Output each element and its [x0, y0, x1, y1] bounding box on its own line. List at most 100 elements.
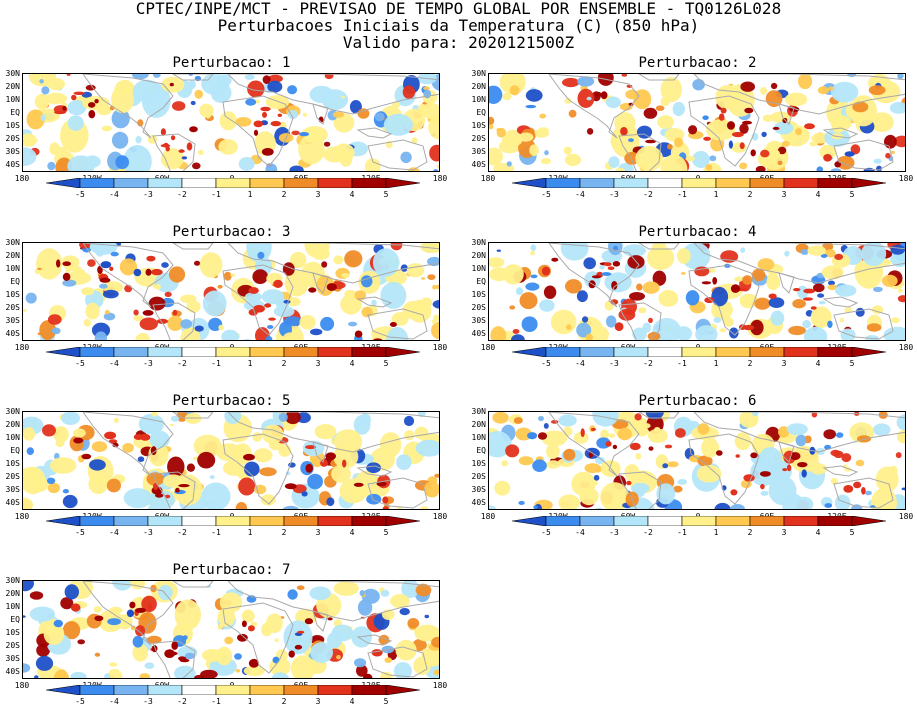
colorbar-tick-label: -2	[643, 528, 653, 537]
perturbation-blob	[200, 669, 218, 678]
perturbation-blob	[155, 283, 161, 290]
perturbation-blob	[241, 609, 255, 623]
coastline	[227, 243, 439, 284]
perturbation-blob	[209, 475, 215, 480]
colorbar-tick-label: 5	[849, 190, 855, 199]
perturbation-blob	[402, 300, 426, 320]
colorbar-tick-label: -5	[541, 359, 551, 368]
perturbation-blob	[680, 272, 686, 275]
perturbation-blob	[629, 292, 645, 301]
perturbation-core	[720, 107, 727, 114]
perturbation-core	[580, 428, 585, 437]
perturbation-core	[718, 113, 725, 121]
perturbation-blob	[865, 490, 872, 496]
perturbation-blob	[429, 144, 439, 162]
longitude-label: 180	[898, 174, 914, 183]
colorbar-tick-label: -5	[75, 190, 85, 199]
perturbation-blob	[697, 423, 710, 435]
colorbar-tick-label: -3	[609, 190, 619, 199]
perturbation-blob	[891, 317, 900, 324]
perturbation-blob	[64, 584, 79, 600]
latitude-label: 40S	[5, 498, 20, 507]
perturbation-blob	[53, 669, 69, 678]
perturbation-blob	[839, 317, 845, 323]
latitude-label: 10S	[5, 628, 20, 637]
perturbation-core	[288, 650, 295, 658]
perturbation-blob	[762, 114, 773, 122]
perturbation-blob	[235, 669, 241, 673]
perturbation-blob	[218, 139, 238, 155]
perturbation-core	[109, 266, 114, 271]
perturbation-blob	[321, 261, 328, 268]
perturbation-blob	[77, 639, 85, 645]
perturbation-core	[99, 277, 111, 283]
latitude-label: 20S	[5, 303, 20, 312]
coastline	[688, 264, 760, 336]
colorbar-segment	[79, 178, 115, 188]
colorbar-segment	[749, 178, 785, 188]
perturbation-blob	[396, 454, 412, 470]
perturbation-blob	[496, 510, 501, 511]
perturbation-core	[371, 649, 383, 657]
perturbation-core	[294, 644, 303, 650]
perturbation-blob	[255, 327, 270, 340]
perturbation-blob	[331, 624, 354, 642]
perturbation-blob	[87, 259, 96, 267]
colorbar-segment	[249, 516, 285, 526]
perturbation-core	[178, 149, 185, 153]
coastline	[227, 412, 439, 453]
perturbation-blob	[111, 131, 129, 149]
coastline	[222, 95, 294, 167]
perturbation-blob	[420, 506, 429, 509]
coastline	[693, 243, 905, 284]
colorbar-over-triangle	[851, 516, 886, 526]
perturbation-blob	[283, 299, 291, 304]
perturbation-core	[389, 322, 397, 327]
perturbation-blob	[786, 423, 808, 436]
perturbation-blob	[247, 80, 265, 98]
colorbar-tick-label: 4	[815, 359, 821, 368]
perturbation-blob	[589, 480, 599, 486]
coastline	[172, 243, 214, 250]
perturbation-blob	[861, 243, 887, 266]
latitude-label: 30N	[5, 576, 20, 585]
perturbation-blob	[308, 129, 324, 138]
perturbation-blob	[583, 257, 596, 270]
perturbation-blob	[301, 491, 308, 497]
perturbation-core	[241, 620, 247, 628]
perturbation-core	[139, 433, 151, 441]
perturbation-blob	[254, 484, 267, 495]
perturbation-blob	[546, 443, 560, 459]
colorbar-segment	[215, 516, 251, 526]
colorbar-segment	[79, 347, 115, 357]
perturbation-core	[739, 142, 745, 150]
perturbation-core	[172, 309, 178, 316]
perturbation-core	[186, 142, 193, 151]
perturbation-blob	[424, 626, 429, 631]
latitude-label: 30S	[471, 485, 486, 494]
latitude-label: 30S	[5, 485, 20, 494]
perturbation-blob	[161, 262, 169, 268]
colorbar-tick-label: -1	[211, 190, 221, 199]
coastline	[222, 433, 294, 505]
perturbation-blob	[216, 646, 233, 666]
perturbation-blob	[543, 285, 557, 299]
colorbar	[512, 178, 886, 188]
colorbar-tick-label: 2	[281, 528, 287, 537]
perturbation-blob	[42, 424, 56, 437]
perturbation-core	[88, 110, 96, 119]
perturbation-blob	[359, 413, 371, 426]
perturbation-blob	[518, 132, 534, 142]
perturbation-blob	[788, 325, 806, 336]
colorbar-tick-label: -3	[143, 359, 153, 368]
colorbar-segment	[283, 516, 319, 526]
perturbation-blob	[768, 476, 797, 506]
perturbation-blob	[267, 80, 283, 93]
perturbation-core	[704, 297, 715, 304]
colorbar-tick-label: -5	[75, 697, 85, 706]
perturbation-blob	[833, 450, 844, 459]
panel-title: Perturbacao: 2	[638, 55, 757, 71]
perturbation-blob	[35, 655, 54, 671]
perturbation-blob	[760, 149, 770, 158]
perturbation-blob	[642, 281, 660, 294]
